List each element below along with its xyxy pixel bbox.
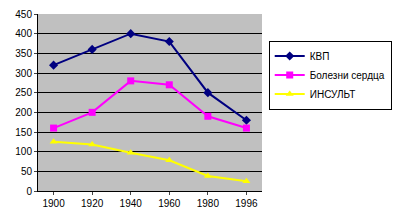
svg-text:1980: 1980	[197, 198, 220, 209]
svg-text:250: 250	[15, 87, 32, 98]
svg-text:Болезни сердца: Болезни сердца	[310, 70, 385, 81]
svg-text:350: 350	[15, 48, 32, 59]
svg-text:50: 50	[21, 166, 33, 177]
svg-text:1996: 1996	[235, 198, 258, 209]
svg-text:200: 200	[15, 107, 32, 118]
svg-text:1940: 1940	[120, 198, 143, 209]
svg-text:0: 0	[26, 186, 32, 197]
svg-text:1960: 1960	[158, 198, 181, 209]
svg-text:450: 450	[15, 9, 32, 20]
svg-text:1920: 1920	[81, 198, 104, 209]
svg-text:400: 400	[15, 28, 32, 39]
svg-text:1900: 1900	[42, 198, 65, 209]
svg-text:150: 150	[15, 127, 32, 138]
svg-text:ИНСУЛЬТ: ИНСУЛЬТ	[310, 89, 356, 100]
svg-text:КВП: КВП	[310, 51, 330, 62]
svg-text:100: 100	[15, 146, 32, 157]
svg-text:300: 300	[15, 68, 32, 79]
